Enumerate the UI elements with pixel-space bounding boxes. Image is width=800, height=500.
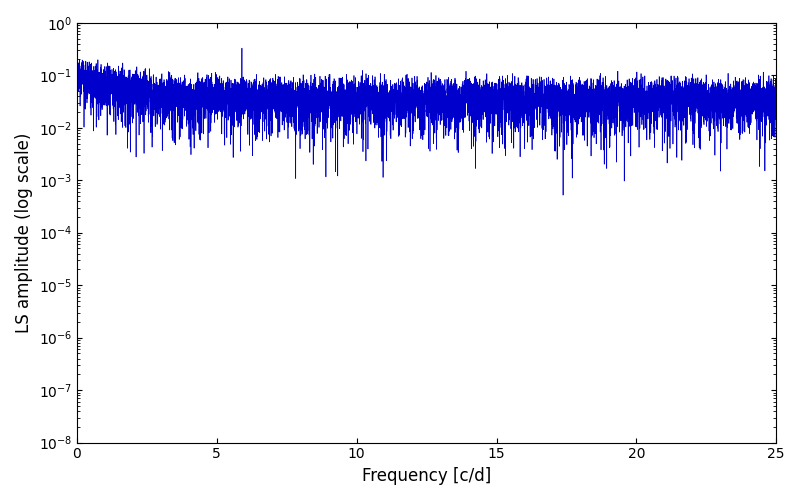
X-axis label: Frequency [c/d]: Frequency [c/d] bbox=[362, 467, 491, 485]
Y-axis label: LS amplitude (log scale): LS amplitude (log scale) bbox=[15, 132, 33, 333]
